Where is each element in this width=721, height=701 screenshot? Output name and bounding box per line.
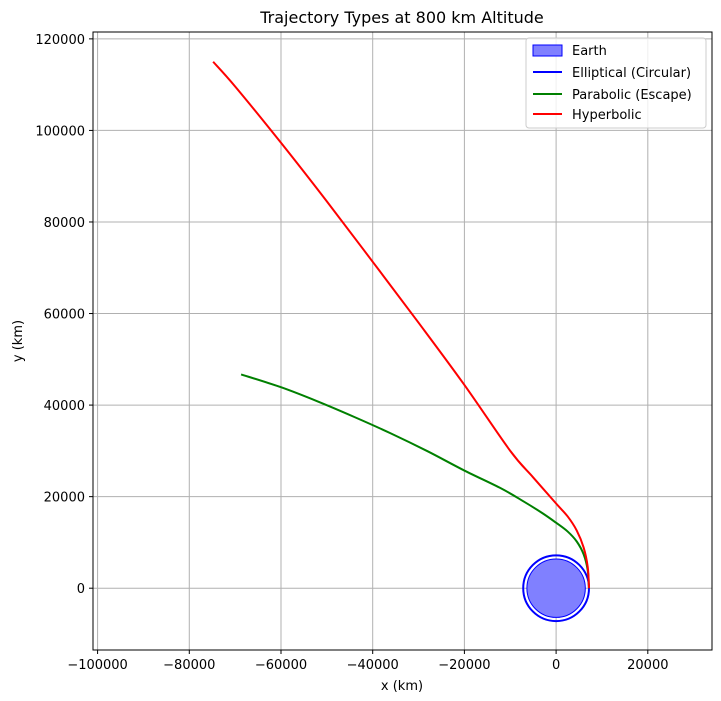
- y-tick-label: 120000: [35, 33, 85, 48]
- y-axis-label: y (km): [11, 320, 26, 362]
- x-tick-label: −80000: [163, 658, 215, 673]
- y-tick-label: 20000: [44, 491, 85, 506]
- legend-label-parabolic: Parabolic (Escape): [572, 88, 692, 103]
- y-tick-label: 40000: [44, 399, 85, 414]
- axis-ticks: −100000 −80000 −60000 −40000 −20000 0 20000 0 20…: [35, 33, 668, 673]
- legend-box: [525, 37, 707, 129]
- legend: Earth Elliptical (Circular) Parabolic (E…: [525, 37, 707, 129]
- plot-content: [212, 61, 590, 623]
- x-axis-label: x (km): [381, 679, 423, 694]
- x-tick-label: −20000: [438, 658, 490, 673]
- x-tick-label: 20000: [627, 658, 668, 673]
- legend-label-hyperbolic: Hyperbolic: [572, 108, 642, 123]
- series-elliptical-circular: [522, 554, 590, 623]
- x-tick-label: −100000: [67, 658, 128, 673]
- series-hyperbolic: [212, 61, 590, 589]
- y-tick-label: 80000: [44, 216, 85, 231]
- legend-swatch-earth: [532, 44, 563, 57]
- x-tick-label: −40000: [347, 658, 399, 673]
- legend-label-earth: Earth: [572, 44, 607, 59]
- chart-title: Trajectory Types at 800 km Altitude: [259, 8, 544, 27]
- y-tick-label: 0: [77, 582, 85, 597]
- x-tick-label: −60000: [255, 658, 307, 673]
- series-parabolic-escape: [240, 373, 590, 589]
- x-tick-label: 0: [552, 658, 560, 673]
- y-tick-label: 60000: [44, 308, 85, 323]
- plot-frame: [92, 31, 713, 651]
- legend-label-elliptical: Elliptical (Circular): [572, 66, 691, 81]
- earth-disk: [526, 558, 586, 618]
- y-tick-label: 100000: [35, 124, 85, 139]
